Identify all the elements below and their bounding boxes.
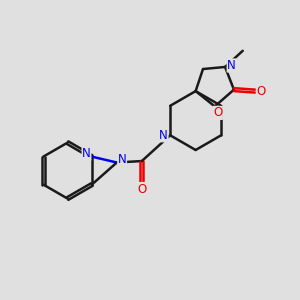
Text: O: O (256, 85, 266, 98)
Text: N: N (227, 59, 236, 72)
Text: N: N (82, 147, 91, 160)
Text: O: O (213, 106, 222, 119)
Text: O: O (137, 182, 146, 196)
Text: N: N (159, 129, 168, 142)
Text: N: N (118, 153, 127, 166)
